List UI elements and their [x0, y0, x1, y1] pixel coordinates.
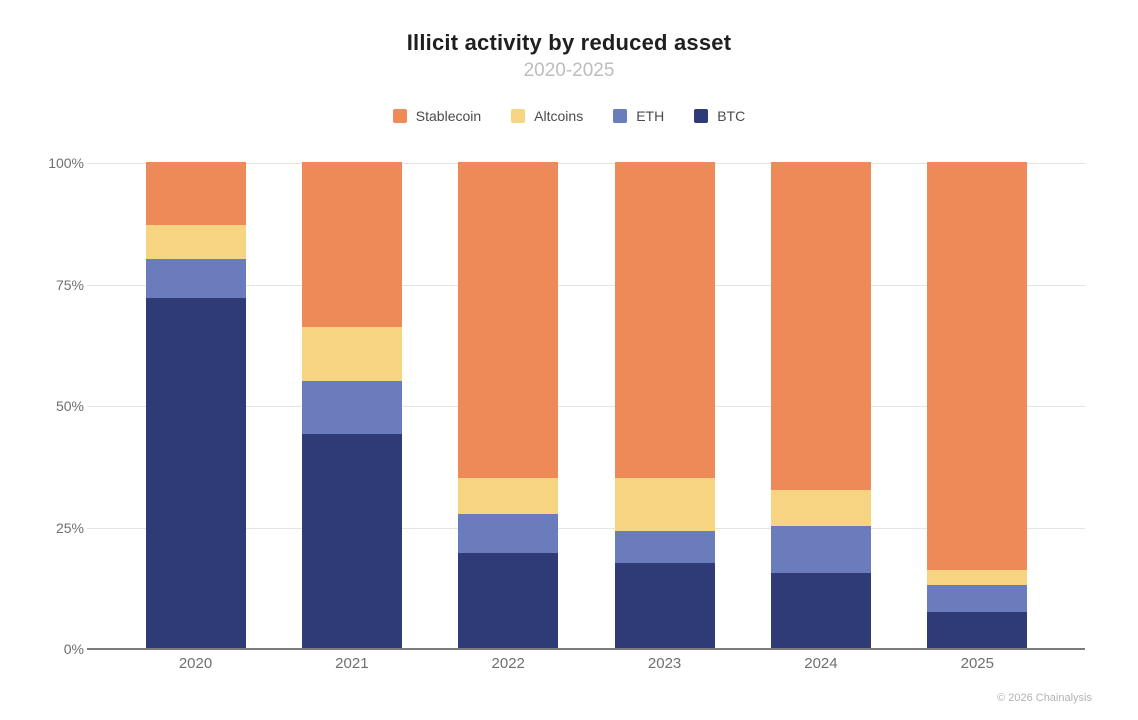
legend-label-altcoins: Altcoins: [534, 108, 584, 124]
bar-2022-segment-eth: [458, 514, 559, 554]
plot-area: [87, 162, 1085, 650]
legend-swatch-stablecoin: [392, 109, 407, 123]
bar-2024-segment-eth: [770, 526, 871, 573]
x-axis-label-2021: 2021: [335, 655, 369, 672]
bar-2024-segment-altcoins: [770, 490, 871, 527]
page-subtitle: 2020-2025: [523, 60, 615, 81]
bar-2021-segment-altcoins: [301, 327, 402, 381]
legend-label-stablecoin: Stablecoin: [415, 108, 482, 124]
bar-2022: [458, 162, 559, 648]
x-axis-label-2023: 2023: [647, 655, 682, 672]
legend-swatch-altcoins: [511, 109, 526, 123]
legend-swatch-btc: [694, 109, 709, 123]
x-axis-label-2022: 2022: [491, 655, 525, 672]
legend-item-altcoins: Altcoins: [511, 108, 583, 124]
bar-2024-segment-stablecoin: [770, 162, 871, 491]
bar-2022-segment-stablecoin: [458, 162, 559, 478]
legend-item-btc: BTC: [694, 108, 745, 124]
bar-2025-segment-btc: [927, 611, 1028, 648]
bar-2020-segment-altcoins: [145, 225, 246, 260]
bar-2020: [145, 162, 246, 648]
bar-2020-segment-btc: [145, 298, 246, 648]
legend-label-btc: BTC: [717, 108, 746, 124]
bar-2025-segment-eth: [927, 584, 1028, 612]
y-axis-tick-label-100: 100%: [48, 155, 84, 171]
bar-2024-segment-btc: [770, 572, 871, 648]
legend-label-eth: ETH: [636, 108, 665, 124]
x-axis-label-2024: 2024: [804, 655, 838, 672]
bar-2023-segment-eth: [614, 531, 715, 563]
bar-2025-segment-stablecoin: [927, 162, 1028, 571]
gridline-100: [87, 163, 1085, 164]
bar-2023-segment-stablecoin: [614, 162, 715, 478]
bar-2023: [614, 162, 715, 648]
x-axis-line: [87, 648, 1085, 650]
bar-2025-segment-altcoins: [927, 570, 1028, 585]
bar-2021-segment-btc: [301, 434, 402, 648]
bar-2024: [770, 162, 871, 648]
y-axis-tick-label-0: 0%: [63, 641, 84, 657]
x-axis-label-2025: 2025: [960, 655, 994, 672]
bar-2023-segment-altcoins: [614, 477, 715, 532]
y-axis-tick-label-50: 50%: [55, 398, 84, 414]
legend-item-stablecoin: Stablecoin: [392, 108, 482, 124]
gridline-50: [87, 406, 1085, 407]
footer-credit: © 2026 Chainalysis: [997, 692, 1092, 704]
bar-2023-segment-btc: [614, 562, 715, 648]
bar-2022-segment-altcoins: [458, 477, 559, 515]
bar-2025: [927, 162, 1028, 648]
bar-2021: [301, 162, 402, 648]
page-title: Illicit activity by reduced asset: [406, 30, 732, 55]
bar-2021-segment-stablecoin: [301, 162, 402, 328]
bar-2020-segment-eth: [145, 259, 246, 299]
legend-item-eth: ETH: [613, 108, 664, 124]
bar-2022-segment-btc: [458, 553, 559, 648]
y-axis-tick-label-75: 75%: [55, 276, 84, 293]
bar-2021-segment-eth: [301, 380, 402, 435]
legend-swatch-eth: [613, 109, 628, 123]
y-axis-tick-label-25: 25%: [55, 519, 84, 536]
legend: Stablecoin Altcoins ETH BTC: [0, 108, 1138, 124]
bar-2020-segment-stablecoin: [145, 162, 246, 226]
gridline-25: [87, 527, 1085, 529]
x-axis-label-2020: 2020: [178, 655, 213, 672]
gridline-75: [87, 284, 1085, 286]
